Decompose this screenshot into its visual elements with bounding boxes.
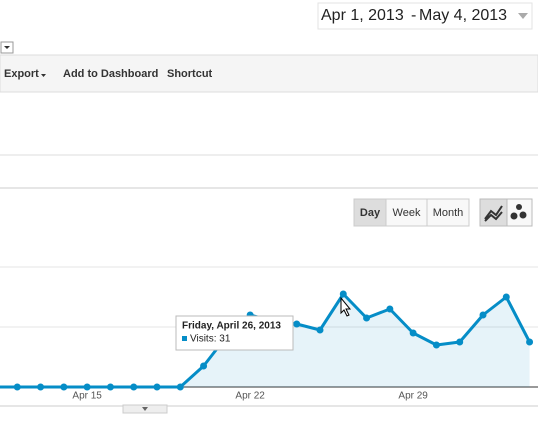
point <box>409 329 417 337</box>
tooltip-label: Visits: 31 <box>190 334 231 345</box>
granularity-group: Day Week Month <box>353 198 470 227</box>
point <box>456 338 464 346</box>
granularity-label: Month <box>433 207 464 219</box>
point <box>83 383 91 391</box>
point <box>316 326 324 334</box>
x-tick-label: Apr 22 <box>235 391 265 402</box>
point <box>176 383 184 391</box>
point <box>200 362 208 370</box>
point <box>363 314 371 322</box>
motion-icon-dot <box>516 204 522 210</box>
point <box>153 383 161 391</box>
export-arrow <box>41 74 46 77</box>
point <box>60 383 68 391</box>
point <box>130 383 138 391</box>
date-end: May 4, 2013 <box>419 7 507 24</box>
x-tick-label: Apr 15 <box>72 391 102 402</box>
granularity-label: Week <box>393 207 421 219</box>
date-separator: - <box>411 7 416 24</box>
granularity-label: Day <box>360 207 381 219</box>
toolbar-item[interactable]: Export <box>4 68 39 80</box>
granularity-button[interactable] <box>426 198 470 227</box>
point <box>432 341 440 349</box>
expand-arrow <box>142 407 148 411</box>
motion-icon-dot <box>519 211 527 219</box>
tooltip-title: Friday, April 26, 2013 <box>182 321 281 332</box>
tooltip-swatch <box>182 336 187 341</box>
point <box>106 383 114 391</box>
point <box>293 320 301 328</box>
point <box>502 293 510 301</box>
point <box>37 383 45 391</box>
granularity-button[interactable] <box>385 198 428 227</box>
small-dropdown-arrow <box>4 46 10 49</box>
date-start: Apr 1, 2013 <box>321 7 404 24</box>
point <box>479 311 487 319</box>
toolbar <box>0 54 538 93</box>
toolbar-item[interactable]: Shortcut <box>167 68 213 80</box>
motion-chart-button[interactable] <box>506 198 533 227</box>
x-tick-label: Apr 29 <box>398 391 428 402</box>
toolbar-item[interactable]: Add to Dashboard <box>63 68 158 80</box>
point <box>526 338 534 346</box>
point <box>339 290 347 298</box>
point <box>386 305 394 313</box>
dropdown-arrow <box>518 13 528 19</box>
motion-icon-dot <box>510 212 518 220</box>
point <box>13 383 21 391</box>
date-picker[interactable] <box>317 2 533 30</box>
cursor <box>340 296 352 317</box>
line-chart-icon <box>484 205 503 222</box>
tooltip <box>175 315 294 351</box>
